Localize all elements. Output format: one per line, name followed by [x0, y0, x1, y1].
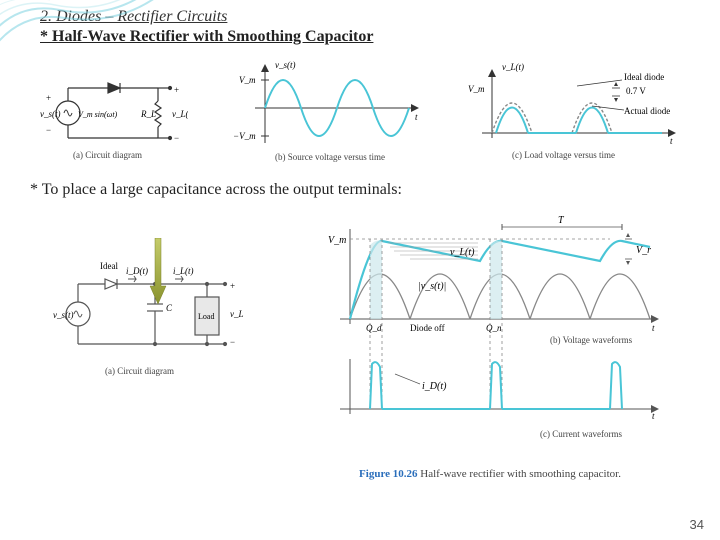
figure-b-source-voltage: v_s(t) V_m −V_m t (b) Source voltage ver…	[225, 58, 425, 173]
figure-a-circuit: + v_s(t) − V_m sin(ωt) R_L + v_L(t) − (a…	[38, 63, 188, 168]
svg-text:Q_d: Q_d	[366, 323, 382, 333]
svg-text:Actual diode: Actual diode	[624, 106, 670, 116]
svg-text:Q_n: Q_n	[486, 323, 502, 333]
svg-text:Ideal diode: Ideal diode	[624, 72, 664, 82]
svg-text:t: t	[652, 323, 655, 333]
middle-text: * To place a large capacitance across th…	[0, 177, 720, 203]
svg-text:+: +	[174, 85, 179, 95]
arrow-icon	[148, 238, 168, 308]
svg-text:i_D(t): i_D(t)	[126, 266, 148, 276]
svg-text:V_m sin(ωt): V_m sin(ωt)	[78, 110, 118, 119]
svg-text:V_m: V_m	[328, 235, 346, 246]
svg-text:v_s(t): v_s(t)	[275, 60, 296, 70]
svg-text:(a) Circuit diagram: (a) Circuit diagram	[73, 150, 142, 160]
svg-text:v_s(t): v_s(t)	[53, 310, 74, 320]
svg-text:(b) Voltage waveforms: (b) Voltage waveforms	[550, 335, 633, 345]
figure-e-waveforms: V_m V_r T v_L(t) |v_s(t)| Q_d Q_n Diode …	[310, 209, 670, 480]
svg-text:+: +	[230, 281, 235, 291]
svg-text:−: −	[230, 337, 235, 347]
svg-text:0.7 V: 0.7 V	[626, 86, 646, 96]
svg-text:(b) Source voltage versus time: (b) Source voltage versus time	[275, 152, 385, 162]
svg-text:+: +	[46, 93, 51, 103]
svg-text:Load: Load	[198, 312, 214, 321]
svg-text:Ideal: Ideal	[100, 261, 118, 271]
svg-text:i_D(t): i_D(t)	[422, 381, 447, 392]
svg-text:R_L: R_L	[140, 109, 156, 119]
figure-caption: Figure 10.26 Half-wave rectifier with sm…	[310, 468, 670, 480]
svg-text:v_s(t): v_s(t)	[40, 109, 61, 119]
svg-text:(c) Current waveforms: (c) Current waveforms	[540, 429, 622, 439]
svg-text:v_L(t): v_L(t)	[172, 109, 188, 119]
svg-text:V_r: V_r	[636, 245, 651, 256]
sub-title: * Half-Wave Rectifier with Smoothing Cap…	[40, 28, 700, 46]
svg-text:(c) Load voltage versus time: (c) Load voltage versus time	[512, 150, 615, 160]
figure-c-load-voltage: v_L(t) V_m Ideal diode 0.7 V Actual diod…	[462, 58, 682, 173]
svg-text:v_L(t): v_L(t)	[450, 247, 475, 258]
svg-text:−: −	[46, 125, 51, 135]
svg-text:v_L: v_L	[230, 309, 244, 319]
svg-text:i_L(t): i_L(t)	[173, 266, 194, 276]
svg-text:Diode off: Diode off	[410, 323, 445, 333]
section-title: 2. Diodes – Rectifier Circuits	[40, 8, 700, 26]
svg-text:(a) Circuit diagram: (a) Circuit diagram	[105, 366, 174, 376]
svg-text:V_m: V_m	[468, 84, 485, 94]
svg-text:v_L(t): v_L(t)	[502, 62, 524, 72]
svg-text:t: t	[652, 411, 655, 421]
svg-text:t: t	[415, 112, 418, 122]
svg-text:T: T	[558, 215, 565, 226]
svg-text:V_m: V_m	[239, 75, 256, 85]
svg-text:t: t	[670, 136, 673, 146]
page-number: 34	[690, 517, 704, 532]
svg-text:−: −	[174, 133, 179, 143]
svg-text:−V_m: −V_m	[233, 131, 256, 141]
svg-text:|v_s(t)|: |v_s(t)|	[418, 281, 446, 292]
